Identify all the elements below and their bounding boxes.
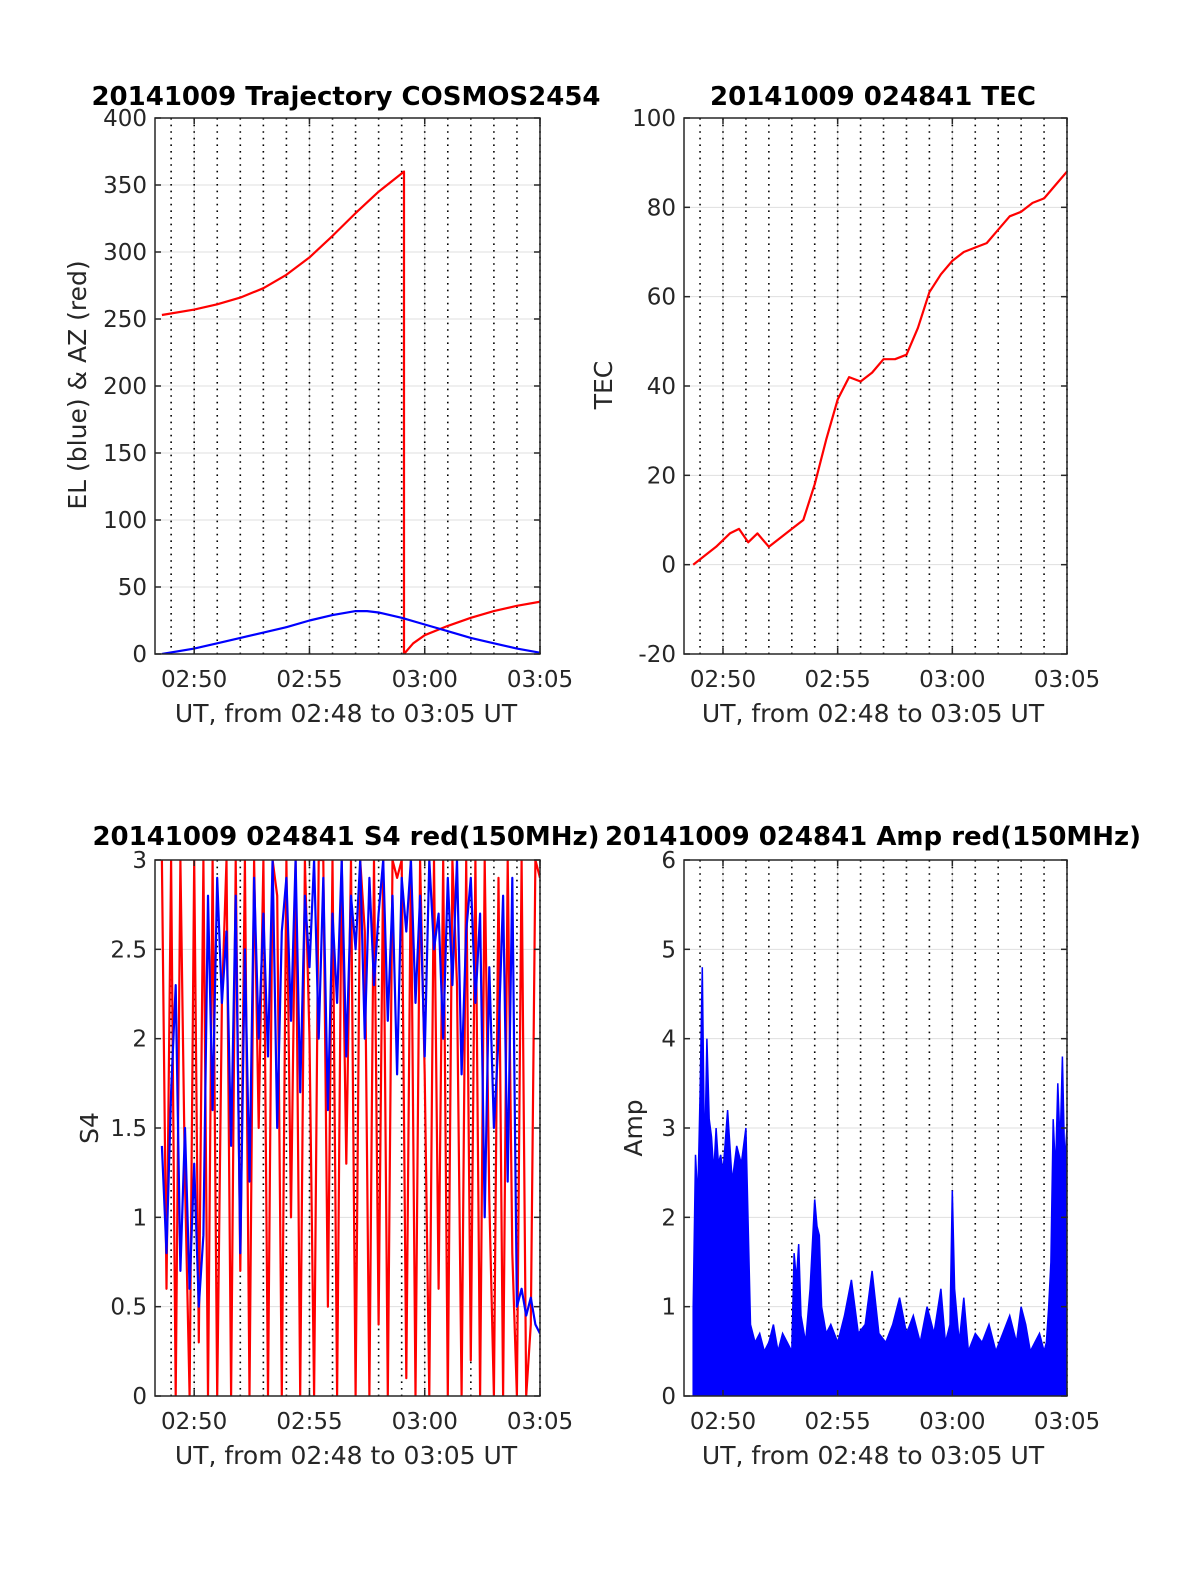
trajectory-ytick-label-8: 400 — [103, 106, 147, 132]
s4-ytick-label-6: 3 — [132, 848, 147, 874]
s4-ytick-label-1: 0.5 — [110, 1295, 147, 1321]
tec-xlabel: UT, from 02:48 to 03:05 UT — [702, 699, 1045, 728]
amp-ytick-label-4: 4 — [661, 1027, 676, 1053]
s4-ytick-label-5: 2.5 — [110, 937, 147, 963]
trajectory-ytick-label-3: 150 — [103, 441, 147, 467]
amp-xlabel: UT, from 02:48 to 03:05 UT — [702, 1441, 1045, 1470]
tec-ytick-label-6: 100 — [632, 106, 676, 132]
tec-xtick-label-3: 03:05 — [1034, 667, 1100, 693]
amp-ytick-label-3: 3 — [661, 1116, 676, 1142]
trajectory-xlabel: UT, from 02:48 to 03:05 UT — [175, 699, 518, 728]
s4-xtick-label-2: 03:00 — [392, 1409, 458, 1435]
trajectory-ylabel: EL (blue) & AZ (red) — [63, 260, 92, 509]
s4-ylabel: S4 — [75, 1112, 104, 1144]
tec-panel: 20141009 024841 TEC UT, from 02:48 to 03… — [589, 82, 1100, 728]
trajectory-ytick-label-2: 100 — [103, 508, 147, 534]
tec-ytick-label-1: 0 — [661, 553, 676, 579]
tec-xtick-label-1: 02:55 — [805, 667, 871, 693]
amp-series-0-area — [692, 967, 1067, 1396]
trajectory-ytick-label-0: 0 — [132, 642, 147, 668]
trajectory-ytick-label-1: 50 — [118, 575, 147, 601]
s4-series-group — [160, 860, 540, 1396]
amp-title: 20141009 024841 Amp red(150MHz) — [605, 822, 1141, 852]
s4-ytick-label-2: 1 — [132, 1205, 147, 1231]
amp-ytick-label-2: 2 — [661, 1205, 676, 1231]
tec-title: 20141009 024841 TEC — [710, 82, 1036, 112]
amp-ytick-label-0: 0 — [661, 1384, 676, 1410]
tec-series-group — [692, 170, 1067, 566]
s4-title: 20141009 024841 S4 red(150MHz) — [92, 822, 599, 852]
tec-ytick-label-0: -20 — [638, 642, 676, 668]
tec-ylabel: TEC — [589, 361, 618, 411]
s4-series-1-line — [160, 860, 540, 1335]
s4-series-0-line — [160, 860, 540, 1396]
trajectory-series-0-line — [161, 170, 540, 654]
s4-xtick-label-3: 03:05 — [507, 1409, 573, 1435]
tec-ytick-label-4: 60 — [647, 285, 676, 311]
amp-xtick-label-3: 03:05 — [1034, 1409, 1100, 1435]
tec-xtick-label-2: 03:00 — [919, 667, 985, 693]
amp-xtick-label-1: 02:55 — [805, 1409, 871, 1435]
amp-ylabel: Amp — [619, 1099, 648, 1156]
amp-xtick-label-0: 02:50 — [690, 1409, 756, 1435]
amp-xtick-label-2: 03:00 — [919, 1409, 985, 1435]
trajectory-ytick-label-5: 250 — [103, 307, 147, 333]
trajectory-series-group — [161, 170, 540, 654]
s4-panel: 20141009 024841 S4 red(150MHz) UT, from … — [75, 822, 600, 1470]
trajectory-xtick-label-0: 02:50 — [161, 667, 227, 693]
tec-ytick-label-2: 20 — [647, 463, 676, 489]
tec-ytick-label-3: 40 — [647, 374, 676, 400]
amp-ytick-label-5: 5 — [661, 937, 676, 963]
trajectory-xtick-label-1: 02:55 — [276, 667, 342, 693]
tec-ytick-label-5: 80 — [647, 195, 676, 221]
s4-xtick-label-0: 02:50 — [161, 1409, 227, 1435]
trajectory-panel: 20141009 Trajectory COSMOS2454 UT, from … — [63, 82, 601, 728]
s4-ytick-label-0: 0 — [132, 1384, 147, 1410]
trajectory-title: 20141009 Trajectory COSMOS2454 — [91, 82, 600, 112]
s4-xtick-label-1: 02:55 — [276, 1409, 342, 1435]
trajectory-series-1-line — [161, 610, 540, 654]
trajectory-xtick-label-2: 03:00 — [392, 667, 458, 693]
amp-ytick-label-6: 6 — [661, 848, 676, 874]
amp-series-group — [692, 967, 1067, 1396]
trajectory-ytick-label-7: 350 — [103, 173, 147, 199]
tec-series-0-line — [692, 170, 1067, 566]
amp-ytick-label-1: 1 — [661, 1295, 676, 1321]
trajectory-ytick-label-4: 200 — [103, 374, 147, 400]
s4-xlabel: UT, from 02:48 to 03:05 UT — [175, 1441, 518, 1470]
s4-ytick-label-3: 1.5 — [110, 1116, 147, 1142]
amp-panel: 20141009 024841 Amp red(150MHz) UT, from… — [605, 822, 1141, 1470]
tec-xtick-label-0: 02:50 — [690, 667, 756, 693]
trajectory-ytick-label-6: 300 — [103, 240, 147, 266]
trajectory-xtick-label-3: 03:05 — [507, 667, 573, 693]
s4-ytick-label-4: 2 — [132, 1027, 147, 1053]
